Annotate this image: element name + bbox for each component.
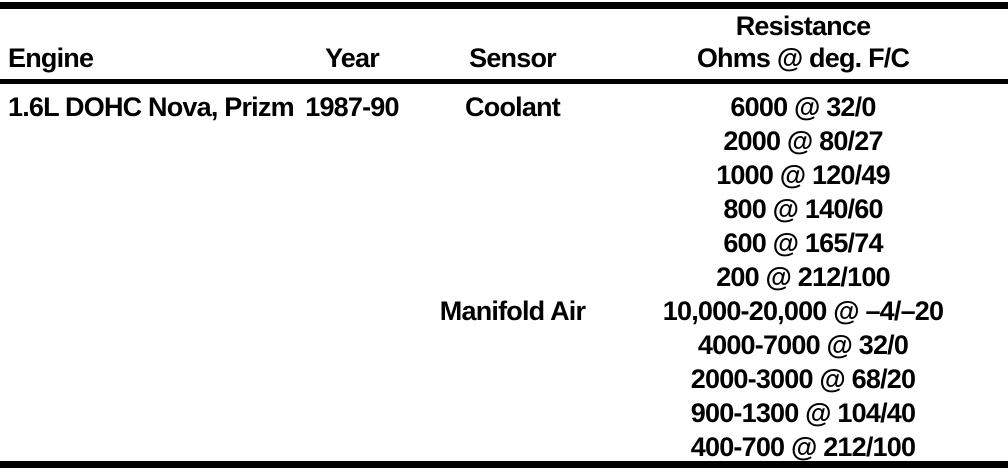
sensor-cell: Coolant (465, 92, 561, 122)
table-row: Manifold Air 10,000-20,000 @ –4/–20 (0, 298, 1008, 332)
header-rule (0, 79, 1008, 84)
table-row: 4000-7000 @ 32/0 (0, 332, 1008, 366)
col-header-engine: Engine (8, 43, 94, 73)
engine-cell: 1.6L DOHC Nova, Prizm (8, 92, 295, 122)
resistance-cell: 4000-7000 @ 32/0 (697, 330, 909, 360)
table-row: 800 @ 140/60 (0, 196, 1008, 230)
table-row: 600 @ 165/74 (0, 230, 1008, 264)
table-row: 400-700 @ 212/100 (0, 434, 1008, 468)
col-header-year: Year (325, 43, 380, 73)
resistance-cell: 800 @ 140/60 (723, 194, 883, 224)
resistance-cell: 10,000-20,000 @ –4/–20 (662, 296, 944, 326)
resistance-cell: 2000-3000 @ 68/20 (690, 364, 916, 394)
col-header-sensor: Sensor (469, 43, 557, 73)
resistance-cell: 2000 @ 80/27 (723, 126, 883, 156)
table-row: 2000-3000 @ 68/20 (0, 366, 1008, 400)
col-header-resistance-line1: Resistance (735, 11, 871, 41)
top-rule (0, 2, 1008, 9)
table-row: 2000 @ 80/27 (0, 128, 1008, 162)
resistance-cell: 900-1300 @ 104/40 (690, 398, 916, 428)
year-cell: 1987-90 (305, 92, 399, 122)
table-row: 1000 @ 120/49 (0, 162, 1008, 196)
sensor-cell: Manifold Air (439, 296, 586, 326)
resistance-cell: 400-700 @ 212/100 (690, 432, 916, 462)
table-row: 200 @ 212/100 (0, 264, 1008, 298)
bottom-rule (0, 461, 1008, 468)
col-header-resistance-line2: Ohms @ deg. F/C (696, 43, 910, 73)
resistance-cell: 1000 @ 120/49 (716, 160, 890, 190)
resistance-cell: 6000 @ 32/0 (730, 92, 876, 122)
resistance-cell: 200 @ 212/100 (716, 262, 890, 292)
table-row: 1.6L DOHC Nova, Prizm 1987-90 Coolant 60… (0, 94, 1008, 128)
resistance-cell: 600 @ 165/74 (723, 228, 883, 258)
table-row: 900-1300 @ 104/40 (0, 400, 1008, 434)
